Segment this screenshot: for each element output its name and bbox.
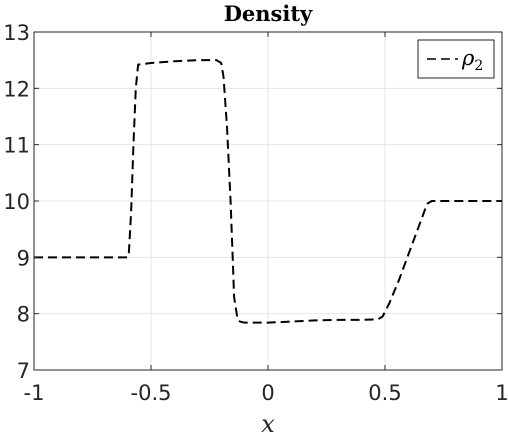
legend-entry-rho-2: ρ2 xyxy=(461,46,483,74)
y-tick-label: 12 xyxy=(3,77,30,101)
x-tick-label: 1 xyxy=(495,381,508,405)
legend-entry-symbol: ρ xyxy=(461,46,475,70)
tick-marks xyxy=(33,31,503,371)
y-tick-label: 8 xyxy=(17,303,30,327)
y-tick-label: 10 xyxy=(3,190,30,214)
chart-title: Density xyxy=(224,1,313,26)
y-tick-label: 13 xyxy=(3,21,30,45)
x-axis-label: x xyxy=(261,410,275,438)
y-tick-label: 7 xyxy=(17,359,30,383)
series-line-rho-2 xyxy=(34,59,502,324)
x-tick-label: 0.5 xyxy=(368,381,401,405)
x-tick-label: -1 xyxy=(24,381,45,405)
series-layer xyxy=(34,59,502,324)
y-tick-label: 11 xyxy=(3,134,30,158)
legend: ρ2 xyxy=(417,39,495,79)
grid-lines xyxy=(34,32,502,370)
x-tick-label: -0.5 xyxy=(131,381,172,405)
x-tick-labels: -1 -0.5 0 0.5 1 xyxy=(24,381,508,405)
y-tick-label: 9 xyxy=(17,246,30,270)
x-tick-label: 0 xyxy=(261,381,274,405)
legend-entry-subscript: 2 xyxy=(474,58,483,74)
y-tick-labels: 7 8 9 10 11 12 13 xyxy=(3,21,30,383)
